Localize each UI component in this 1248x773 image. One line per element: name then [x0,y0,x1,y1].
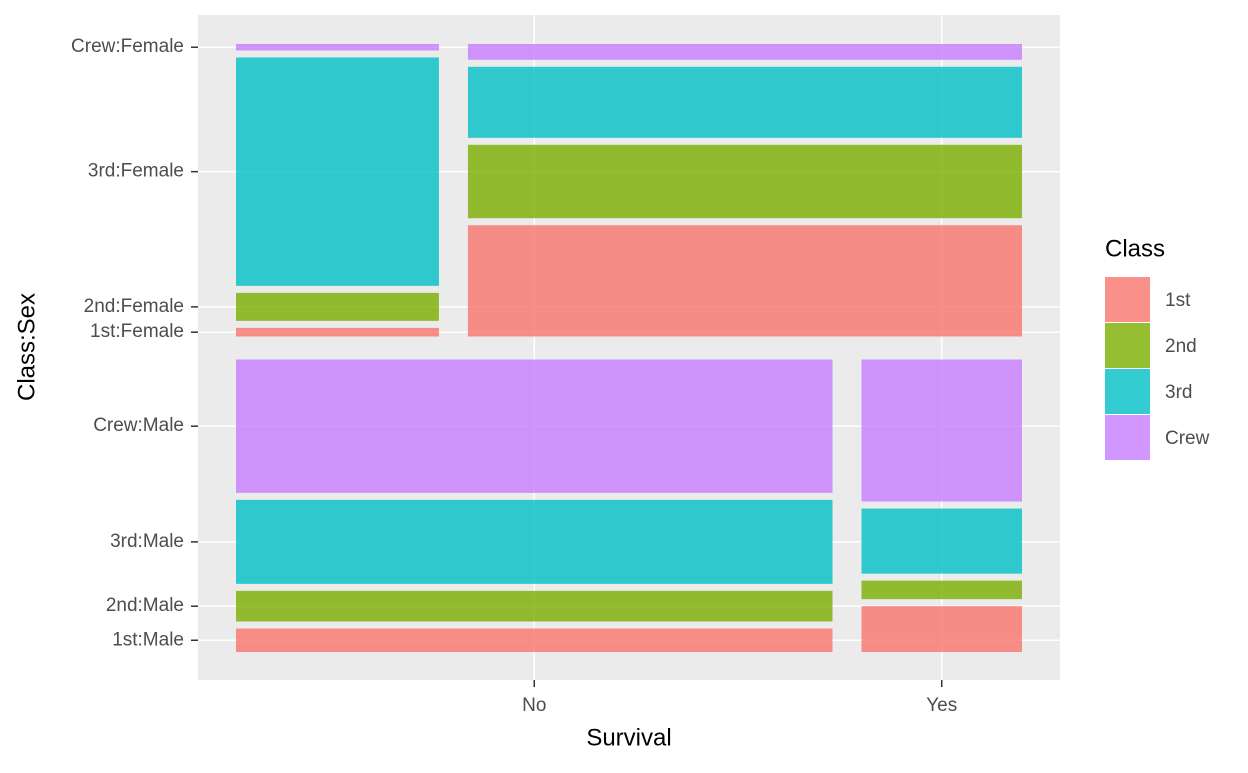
mosaic-tile [236,590,833,622]
mosaic-tile [467,44,1022,60]
legend-key [1105,415,1150,460]
y-axis-title: Class:Sex [13,293,40,401]
y-tick-label: 1st:Female [90,321,184,342]
y-tick-label: Crew:Male [93,415,184,436]
legend-label: 2nd [1165,336,1197,357]
mosaic-tile [236,359,833,493]
mosaic-tile [236,628,833,652]
marks [236,44,1022,652]
mosaic-tile [467,225,1022,337]
y-tick-label: 3rd:Female [88,161,184,182]
mosaic-tile [467,66,1022,138]
mosaic-tile [236,44,439,51]
x-tick-label: No [522,695,546,716]
mosaic-tile [236,327,439,337]
y-tick-label: 3rd:Male [110,531,184,552]
mosaic-tile [861,508,1022,574]
legend-label: Crew [1165,428,1210,449]
legend-title: Class [1105,235,1165,262]
y-tick-label: Crew:Female [71,36,184,57]
mosaic-tile [236,57,439,286]
x-tick-label: Yes [926,695,957,716]
legend-key [1105,369,1150,414]
legend-label: 3rd [1165,382,1192,403]
y-tick-label: 1st:Male [112,629,184,650]
mosaic-tile [861,580,1022,600]
y-tick-label: 2nd:Male [106,595,184,616]
mosaic-tile [467,144,1022,219]
y-tick-label: 2nd:Female [84,296,184,317]
legend-key [1105,277,1150,322]
x-axis-title: Survival [586,724,671,751]
mosaic-tile [861,606,1022,652]
mosaic-tile [236,499,833,584]
mosaic-tile [861,359,1022,502]
mosaic-tile [236,292,439,321]
legend-key [1105,323,1150,368]
legend-label: 1st [1165,290,1191,311]
